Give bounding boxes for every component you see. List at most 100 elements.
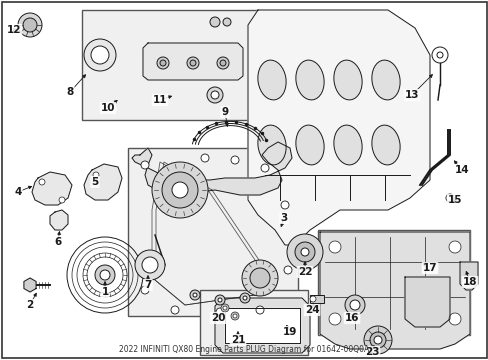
Text: 20: 20	[210, 313, 225, 323]
Circle shape	[206, 87, 223, 103]
Circle shape	[193, 293, 197, 297]
Circle shape	[186, 57, 199, 69]
Circle shape	[328, 241, 340, 253]
Polygon shape	[132, 142, 291, 195]
Bar	[82, 10, 257, 120]
Ellipse shape	[333, 125, 362, 165]
Circle shape	[448, 313, 460, 325]
Circle shape	[95, 265, 115, 285]
Circle shape	[328, 313, 340, 325]
Bar	[128, 148, 297, 316]
Circle shape	[249, 268, 269, 288]
Circle shape	[190, 290, 200, 300]
Bar	[317, 230, 469, 335]
Circle shape	[100, 270, 110, 280]
Circle shape	[240, 293, 249, 303]
Polygon shape	[247, 10, 429, 245]
Circle shape	[23, 18, 37, 32]
Circle shape	[216, 308, 224, 316]
Circle shape	[301, 248, 308, 256]
Ellipse shape	[333, 60, 362, 100]
Polygon shape	[224, 308, 299, 343]
Text: 4: 4	[14, 187, 21, 197]
Text: 1: 1	[101, 287, 108, 297]
Circle shape	[160, 60, 165, 66]
Polygon shape	[24, 278, 36, 292]
Text: 23: 23	[364, 347, 379, 357]
Polygon shape	[50, 210, 68, 230]
Ellipse shape	[295, 60, 324, 100]
Circle shape	[373, 336, 381, 344]
Text: 19: 19	[282, 327, 297, 337]
Ellipse shape	[257, 125, 285, 165]
Text: 2022 INFINITI QX80 Engine Parts PLUG Diagram for 01642-00Q0A: 2022 INFINITI QX80 Engine Parts PLUG Dia…	[119, 345, 369, 354]
Circle shape	[210, 91, 219, 99]
Circle shape	[59, 197, 65, 203]
Circle shape	[215, 295, 224, 305]
Text: 2: 2	[26, 300, 34, 310]
Polygon shape	[404, 277, 449, 327]
Circle shape	[345, 295, 364, 315]
Circle shape	[363, 326, 391, 354]
Circle shape	[39, 179, 45, 185]
Circle shape	[152, 162, 207, 218]
Circle shape	[221, 304, 228, 312]
Circle shape	[286, 234, 323, 270]
Circle shape	[91, 46, 109, 64]
Polygon shape	[215, 298, 309, 353]
Text: 10: 10	[101, 103, 115, 113]
Circle shape	[218, 298, 222, 302]
Circle shape	[220, 60, 225, 66]
Ellipse shape	[371, 125, 399, 165]
Polygon shape	[142, 43, 243, 80]
Circle shape	[349, 300, 359, 310]
Circle shape	[261, 164, 268, 172]
Text: 6: 6	[54, 237, 61, 247]
Text: 3: 3	[280, 213, 287, 223]
Ellipse shape	[295, 125, 324, 165]
Circle shape	[223, 18, 230, 26]
Text: 22: 22	[297, 267, 312, 277]
Polygon shape	[319, 232, 469, 349]
Text: 15: 15	[447, 195, 461, 205]
Circle shape	[242, 260, 278, 296]
Ellipse shape	[257, 60, 285, 100]
Circle shape	[84, 39, 116, 71]
Circle shape	[230, 312, 239, 320]
Circle shape	[294, 242, 314, 262]
Circle shape	[217, 57, 228, 69]
Text: 11: 11	[152, 95, 167, 105]
Polygon shape	[459, 262, 477, 290]
Text: 7: 7	[144, 280, 151, 290]
Circle shape	[232, 314, 237, 318]
Circle shape	[223, 306, 226, 310]
Circle shape	[243, 296, 246, 300]
Text: 14: 14	[454, 165, 468, 175]
Circle shape	[142, 257, 158, 273]
Circle shape	[162, 172, 198, 208]
Text: 17: 17	[422, 263, 436, 273]
Circle shape	[190, 60, 196, 66]
Circle shape	[448, 241, 460, 253]
Circle shape	[93, 172, 99, 178]
Text: 21: 21	[230, 335, 245, 345]
Ellipse shape	[371, 60, 399, 100]
Circle shape	[135, 250, 164, 280]
Circle shape	[172, 182, 187, 198]
Circle shape	[281, 201, 288, 209]
Text: 24: 24	[304, 305, 319, 315]
Circle shape	[309, 296, 315, 302]
Text: 18: 18	[462, 277, 476, 287]
Bar	[309, 295, 324, 303]
Polygon shape	[32, 172, 72, 205]
Circle shape	[284, 266, 291, 274]
Text: 8: 8	[66, 87, 74, 97]
Polygon shape	[84, 164, 122, 200]
Circle shape	[230, 156, 239, 164]
Circle shape	[369, 332, 385, 348]
Circle shape	[157, 57, 169, 69]
Text: 16: 16	[344, 313, 359, 323]
Circle shape	[256, 306, 264, 314]
Circle shape	[201, 154, 208, 162]
Bar	[200, 290, 307, 355]
